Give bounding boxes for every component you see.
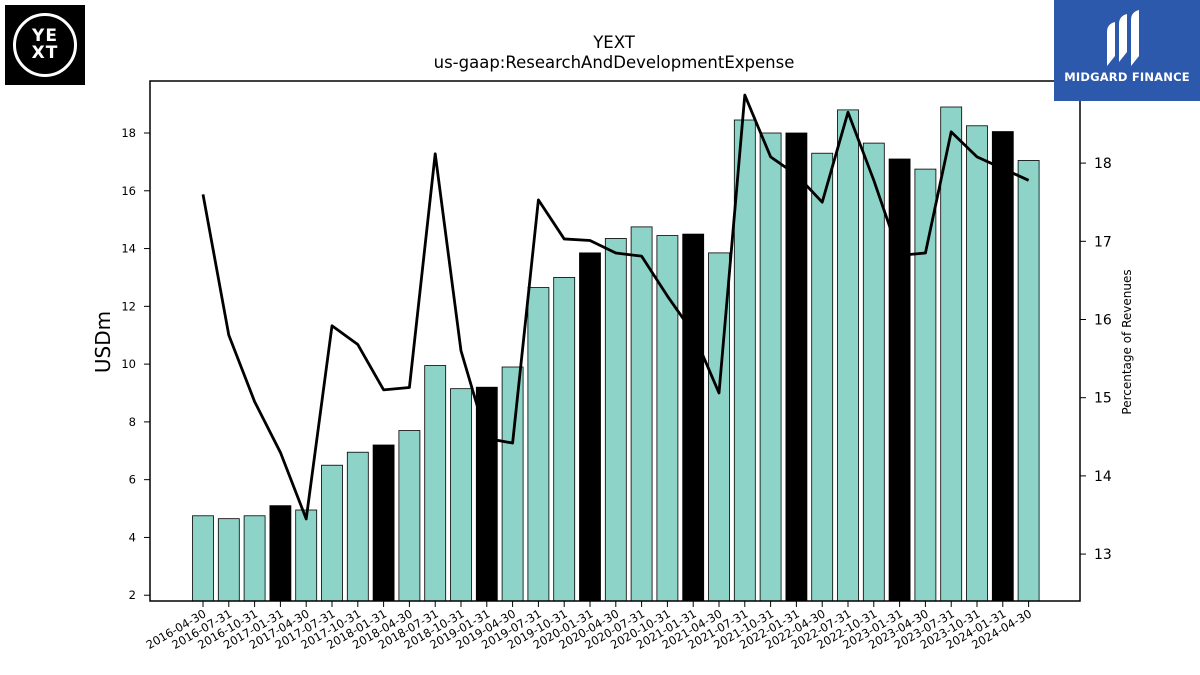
bar-2017-04-30 <box>295 509 318 602</box>
y-tick-label: 18 <box>121 126 136 140</box>
chart-title: YEXT <box>592 33 636 52</box>
y-tick-label: 16 <box>121 184 136 198</box>
bar-2018-04-30 <box>398 430 421 602</box>
bars-layer <box>192 106 1040 602</box>
bar-2021-01-31 <box>682 233 705 602</box>
bar-2022-10-31 <box>862 142 885 602</box>
bar-2022-07-31 <box>837 109 859 602</box>
bar-2023-01-31 <box>888 158 911 602</box>
bar-2020-10-31 <box>656 235 679 602</box>
bar-2018-01-31 <box>372 444 395 602</box>
bar-2024-01-31 <box>991 131 1014 602</box>
bar-2019-04-30 <box>501 366 524 602</box>
y-tick-label: 14 <box>121 242 136 256</box>
bar-2017-10-31 <box>346 451 369 602</box>
midgard-finance-logo-text: MIDGARD FINANCE <box>1064 70 1190 84</box>
plot-frame <box>149 80 1081 602</box>
line-layer <box>201 93 1030 521</box>
y-tick-label: 8 <box>129 415 136 429</box>
bar-2024-04-30 <box>1017 160 1040 602</box>
bar-2018-10-31 <box>450 388 472 602</box>
bar-2022-01-31 <box>785 132 808 602</box>
bar-2020-01-31 <box>579 252 601 602</box>
y-tick-label: 4 <box>129 530 136 544</box>
y-tick-label: 6 <box>129 473 136 487</box>
bar-2019-10-31 <box>553 277 576 602</box>
y2-axis-label: Percentage of Revenues <box>1120 269 1134 414</box>
bar-2021-10-31 <box>759 132 782 602</box>
y-tick-label: 2 <box>129 588 136 602</box>
bar-2016-10-31 <box>243 515 266 602</box>
midgard-finance-logo: MIDGARD FINANCE <box>1054 0 1200 101</box>
y2-tick-label: 17 <box>1094 234 1112 250</box>
midgard-finance-logo-mark <box>1107 10 1139 66</box>
y-tick-label: 10 <box>121 357 136 371</box>
bar-2016-07-31 <box>217 518 240 602</box>
bar-2019-01-31 <box>475 386 498 602</box>
chart-subtitle: us-gaap:ResearchAndDevelopmentExpense <box>434 53 795 72</box>
bar-2020-07-31 <box>630 226 653 602</box>
bar-2023-04-30 <box>914 168 937 602</box>
bar-2022-04-30 <box>811 152 834 602</box>
bar-2023-10-31 <box>966 125 988 602</box>
bar-2019-07-31 <box>527 287 550 602</box>
bar-2023-07-31 <box>940 106 963 602</box>
y-axis-label: USDm <box>91 311 115 373</box>
bar-2016-04-30 <box>192 515 214 602</box>
y2-tick-label: 16 <box>1094 312 1112 328</box>
percentage-of-revenues-line <box>201 93 1030 521</box>
bar-2017-07-31 <box>321 464 343 602</box>
y2-tick-label: 14 <box>1094 469 1112 485</box>
bar-2018-07-31 <box>424 365 447 602</box>
yext-logo-mark: YE XT <box>13 13 77 77</box>
y2-tick-label: 18 <box>1094 156 1112 172</box>
yext-logo: YE XT <box>5 5 85 85</box>
bar-2020-04-30 <box>604 238 627 602</box>
y2-tick-label: 13 <box>1094 547 1112 563</box>
y2-tick-label: 15 <box>1094 391 1112 407</box>
y-tick-label: 12 <box>121 299 136 313</box>
bar-2017-01-31 <box>269 505 292 602</box>
